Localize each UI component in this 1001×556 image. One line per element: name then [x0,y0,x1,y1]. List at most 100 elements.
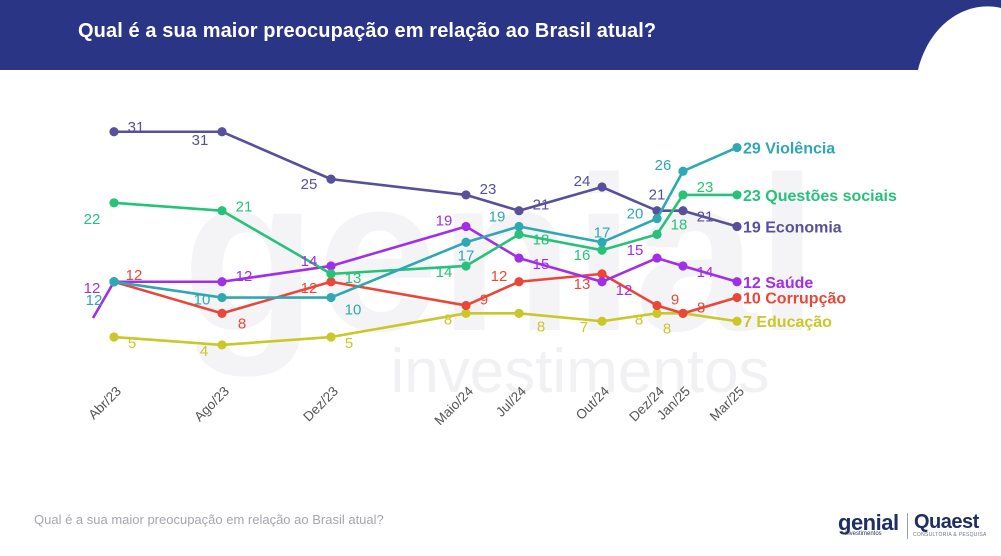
data-label-corrupcao: 9 [671,291,679,308]
series-end-label-educacao: 7 Educação [743,314,832,331]
data-point-saude [461,221,471,232]
data-label-economia: 25 [301,176,318,193]
series-end-label-questoes-sociais: 23 Questões sociais [743,188,897,205]
data-point-violencia [461,237,471,247]
data-point-violencia [732,142,742,153]
data-label-educacao: 4 [200,343,208,360]
data-point-questoes-sociais [732,190,742,200]
data-point-corrupcao [461,300,471,311]
data-point-economia [461,190,471,200]
data-point-economia [217,127,227,137]
data-point-economia [326,174,336,184]
data-label-violencia: 10 [345,302,362,319]
data-label-violencia: 10 [194,292,211,309]
data-point-educacao [109,332,119,342]
data-point-corrupcao [678,308,688,318]
data-label-economia: 24 [574,173,591,190]
data-point-questoes-sociais [109,198,119,208]
data-label-questoes-sociais: 16 [574,247,591,264]
watermark: genial investimentos [182,131,818,406]
data-label-economia: 21 [649,187,666,204]
data-point-questoes-sociais [514,229,524,239]
data-label-educacao: 5 [128,335,136,352]
data-point-corrupcao [514,277,524,287]
data-label-economia: 23 [480,181,497,198]
data-label-economia: 21 [697,209,714,226]
data-label-violencia: 12 [86,292,103,309]
data-point-violencia [326,292,336,303]
data-point-corrupcao [326,277,336,287]
data-label-educacao: 8 [444,311,452,328]
data-label-saude: 15 [627,242,644,259]
page-title: Qual é a sua maior preocupação em relaçã… [78,20,657,42]
logo-divider [907,513,908,539]
data-label-saude: 12 [616,282,633,299]
data-point-corrupcao [732,292,742,303]
data-point-economia [109,127,119,137]
data-point-corrupcao [217,308,227,318]
data-label-saude: 14 [697,264,714,281]
data-label-questoes-sociais: 18 [533,231,550,248]
genial-logo-subtitle: investimentos [845,531,882,537]
series-line-saude [91,225,738,319]
data-point-educacao [732,316,742,326]
data-label-saude: 12 [236,268,253,285]
data-point-economia [678,206,688,216]
data-point-educacao [217,340,227,350]
footer-caption: Qual é a sua maior preocupação em relaçã… [34,512,384,527]
data-label-educacao: 8 [663,320,671,337]
data-label-corrupcao: 9 [480,291,488,308]
genial-logo: genial [838,510,899,535]
data-label-violencia: 20 [627,206,644,223]
data-label-economia: 31 [128,119,145,136]
data-label-corrupcao: 12 [301,280,318,297]
line-chart: genial investimentos 5 4 5 8 8 7 8 8 7 Educação 1… [84,119,897,428]
data-point-violencia [109,277,119,287]
data-point-saude [597,277,607,287]
data-label-saude: 14 [301,253,318,270]
data-point-economia [732,221,742,232]
data-point-economia [514,206,524,216]
data-point-violencia [514,221,524,232]
data-point-questoes-sociais [461,261,471,271]
data-label-corrupcao: 8 [697,299,705,316]
data-point-questoes-sociais [678,190,688,200]
data-point-educacao [652,308,662,318]
data-point-educacao [461,308,471,318]
data-point-saude [678,261,688,271]
series-end-label-economia: 19 Economia [743,219,842,236]
data-point-corrupcao [597,269,607,279]
data-label-questoes-sociais: 18 [671,216,688,233]
data-point-violencia [597,237,607,247]
data-label-questoes-sociais: 23 [697,179,714,196]
data-point-violencia [652,214,662,224]
data-label-questoes-sociais: 13 [345,270,362,287]
data-label-questoes-sociais: 21 [236,199,253,216]
data-label-saude: 19 [436,212,453,229]
header-background [0,0,1001,70]
data-label-corrupcao: 8 [238,315,246,332]
watermark-logo: genial [182,131,818,377]
data-label-violencia: 17 [458,247,475,264]
data-label-corrupcao: 12 [126,267,143,284]
data-label-violencia: 17 [594,224,611,241]
data-point-questoes-sociais [597,245,607,255]
data-label-educacao: 5 [345,335,353,352]
data-label-questoes-sociais: 14 [436,264,453,281]
x-tick-label: Abr/23 [85,384,124,423]
data-label-economia: 21 [533,197,550,214]
data-point-questoes-sociais [326,269,336,279]
data-point-saude [652,253,662,263]
data-label-violencia: 26 [655,157,672,174]
data-point-corrupcao [652,300,662,311]
data-point-economia [597,182,607,192]
data-point-educacao [326,332,336,342]
data-label-educacao: 7 [580,319,588,336]
data-label-questoes-sociais: 22 [84,211,101,228]
quaest-logo: Quaest [914,511,979,533]
data-label-educacao: 8 [537,318,545,335]
data-label-educacao: 8 [635,311,643,328]
data-label-corrupcao: 12 [491,268,508,285]
data-point-saude [326,261,336,271]
x-tick-label: Dez/23 [300,384,341,425]
